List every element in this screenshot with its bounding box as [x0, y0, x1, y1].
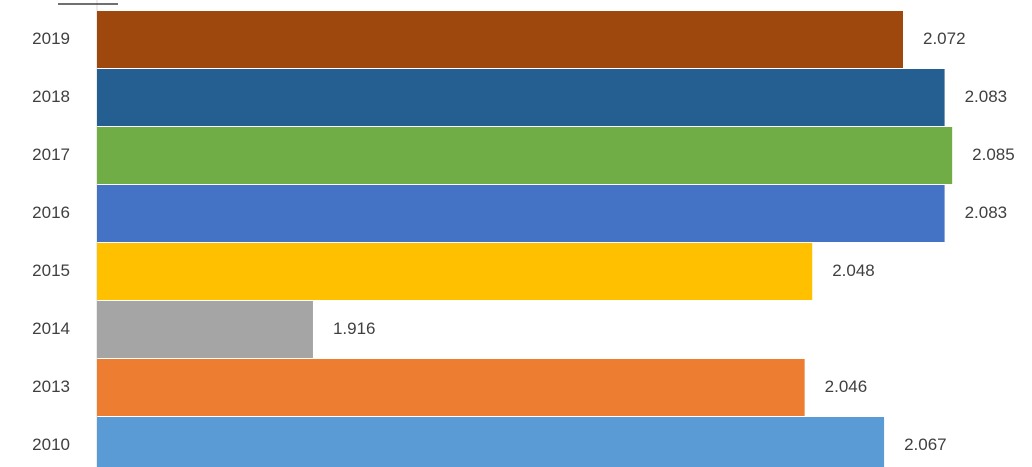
bar-2013: [97, 359, 805, 416]
category-label-2018: 2018: [32, 87, 70, 106]
value-label-2015: 2.048: [832, 261, 875, 280]
bar-2010: [97, 417, 885, 467]
value-label-2018: 2.083: [965, 87, 1008, 106]
category-labels-group: 2019 2018 2017 2016 2015 2014 2013 2010: [32, 29, 70, 454]
value-label-2019: 2.072: [923, 29, 966, 48]
bar-2017: [97, 127, 953, 184]
bar-2018: [97, 69, 945, 126]
category-label-2010: 2010: [32, 435, 70, 454]
category-label-2016: 2016: [32, 203, 70, 222]
category-label-2019: 2019: [32, 29, 70, 48]
bar-2016: [97, 185, 945, 242]
category-label-2015: 2015: [32, 261, 70, 280]
bar-2014: [97, 301, 313, 358]
category-label-2017: 2017: [32, 145, 70, 164]
category-label-2013: 2013: [32, 377, 70, 396]
value-label-2010: 2.067: [904, 435, 947, 454]
value-label-2016: 2.083: [965, 203, 1008, 222]
bar-2015: [97, 243, 813, 300]
value-label-2013: 2.046: [825, 377, 868, 396]
bar-2019: [97, 11, 903, 68]
value-labels-group: 2.072 2.083 2.085 2.083 2.048 1.916 2.046 2.067: [333, 29, 1015, 454]
value-label-2017: 2.085: [972, 145, 1015, 164]
value-label-2014: 1.916: [333, 319, 376, 338]
bars-group: [97, 11, 953, 467]
category-label-2014: 2014: [32, 319, 70, 338]
